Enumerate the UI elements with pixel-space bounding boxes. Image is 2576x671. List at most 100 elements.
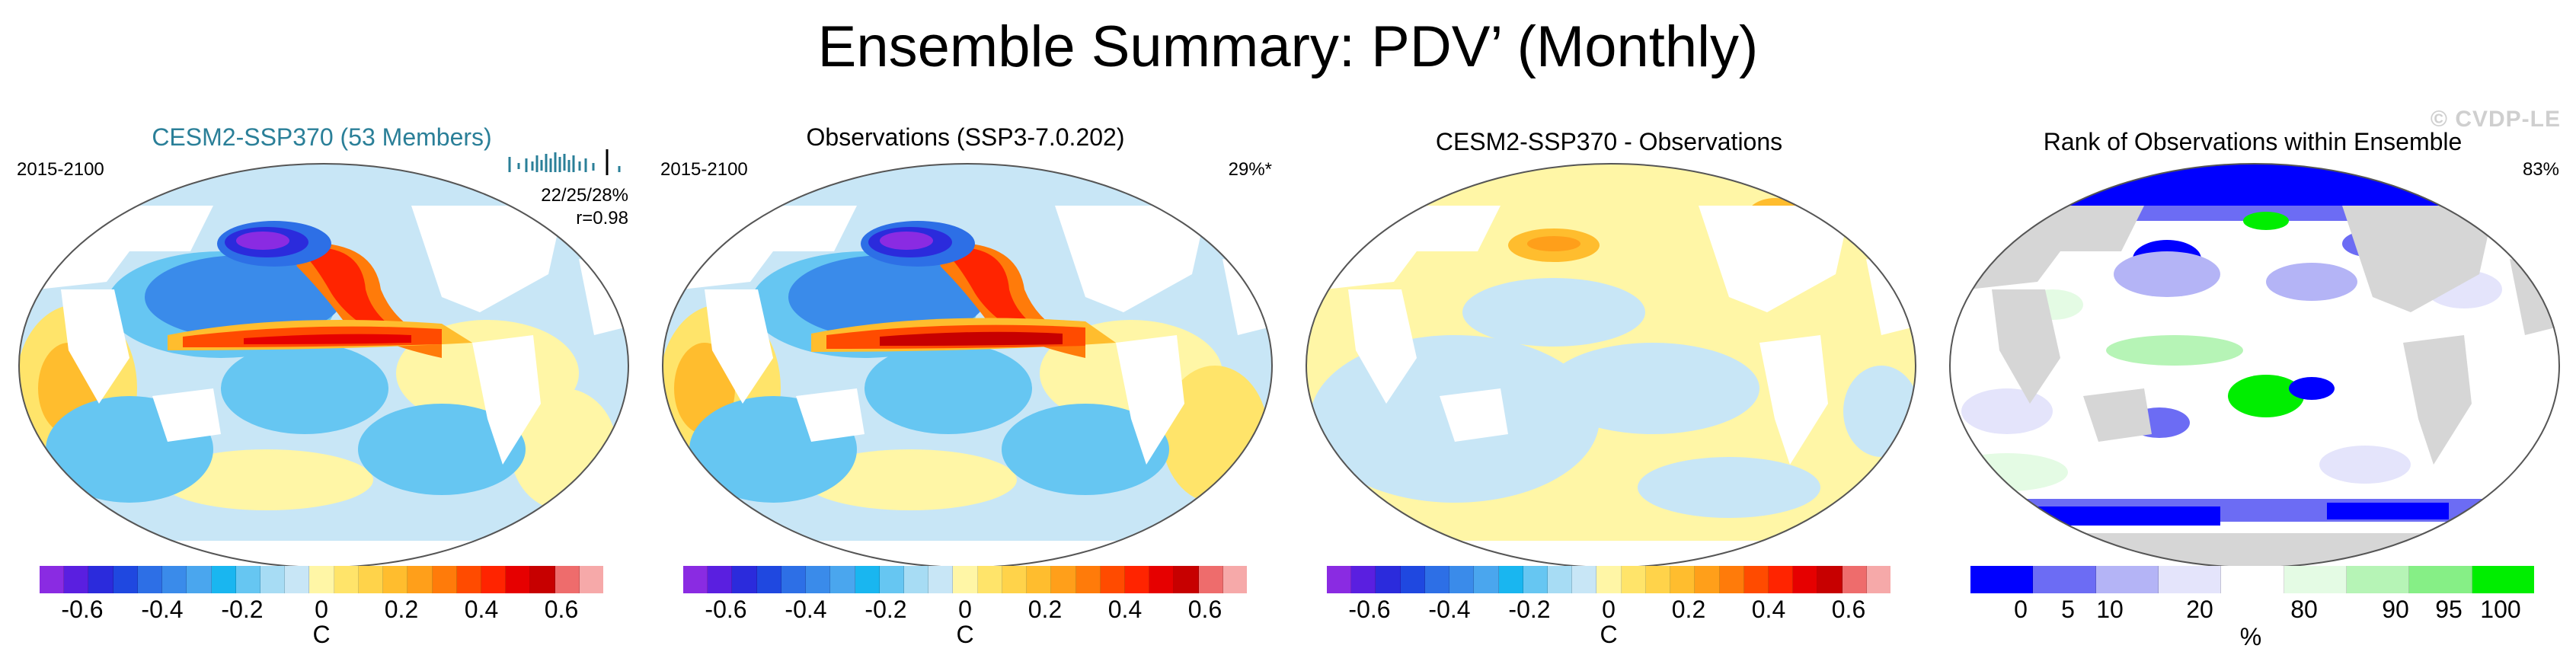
- colorbar-unit: C: [312, 621, 331, 648]
- colorbar-swatch: [1424, 566, 1450, 593]
- colorbar-swatch: [756, 566, 781, 593]
- colorbar-swatch: [1670, 566, 1695, 593]
- colorbar-swatch: [579, 566, 604, 593]
- colorbar-swatch: [1866, 566, 1891, 593]
- colorbar-swatch: [1842, 566, 1867, 593]
- colorbar-swatch: [1695, 566, 1720, 593]
- colorbar-swatch: [732, 566, 757, 593]
- member-distribution-strip: [508, 149, 621, 175]
- colorbar-swatch: [806, 566, 831, 593]
- panel-title: CESM2-SSP370 - Observations: [1435, 128, 1783, 155]
- colorbar-swatch: [1198, 566, 1223, 593]
- colorbar-swatch: [1449, 566, 1475, 593]
- colorbar-swatch: [1621, 566, 1646, 593]
- colorbar-swatch: [235, 566, 260, 593]
- colorbar-unit: %: [2239, 623, 2262, 650]
- tick-label: -0.2: [221, 596, 264, 623]
- tick-label: 0: [958, 596, 972, 623]
- tick-label: 80: [2290, 596, 2318, 623]
- period-label: 2015-2100: [660, 159, 748, 180]
- tick-label: -0.6: [1348, 596, 1391, 623]
- tick-label: -0.6: [705, 596, 747, 623]
- tick-label: 0.2: [1671, 596, 1706, 623]
- colorbar-unit: C: [956, 621, 974, 648]
- pattern-stats: 22/25/28%: [541, 185, 628, 206]
- colorbar-swatch: [977, 566, 1002, 593]
- colorbar-swatch: [555, 566, 580, 593]
- tick-label: -0.2: [865, 596, 907, 623]
- colorbar-swatch: [2221, 566, 2284, 593]
- colorbar-swatch: [2284, 566, 2347, 593]
- tick-label: -0.4: [1428, 596, 1471, 623]
- colorbar-swatch: [1027, 566, 1052, 593]
- tick-label: 100: [2480, 596, 2521, 623]
- panel-observations: Observations (SSP3-7.0.202) 2015-2100 29…: [644, 114, 1287, 671]
- colorbar-swatch: [2472, 566, 2534, 593]
- colorbar-swatch: [1222, 566, 1248, 593]
- tick-label: 95: [2435, 596, 2463, 623]
- colorbar-swatch: [1817, 566, 1843, 593]
- colorbar-swatch: [64, 566, 89, 593]
- panel-rank: Rank of Observations within Ensemble 83%: [1931, 114, 2574, 671]
- tick-label: 0.6: [1831, 596, 1866, 623]
- panel-difference: CESM2-SSP370 - Observations -0.6 -: [1287, 114, 1931, 671]
- tick-label: 0.2: [1028, 596, 1063, 623]
- colorbar-swatch: [2158, 566, 2222, 593]
- colorbar-swatch: [830, 566, 855, 593]
- tick-label: 0: [1602, 596, 1616, 623]
- colorbar-swatch: [162, 566, 187, 593]
- colorbar-swatch: [1327, 566, 1352, 593]
- colorbar-swatch: [506, 566, 531, 593]
- colorbar-swatch: [1002, 566, 1028, 593]
- colorbar-swatch: [211, 566, 236, 593]
- panel-model: CESM2-SSP370 (53 Members) 2015-2100 22/2…: [0, 114, 644, 671]
- tick-label: 0.2: [384, 596, 419, 623]
- colorbar-swatch: [855, 566, 880, 593]
- tick-label: 90: [2382, 596, 2409, 623]
- map-observations: [662, 163, 1273, 568]
- colorbar-swatch: [2095, 566, 2159, 593]
- colorbar-swatch: [137, 566, 163, 593]
- variance-label: 29%*: [1228, 159, 1272, 180]
- tick-label: 0.4: [464, 596, 499, 623]
- map-model: [18, 163, 629, 568]
- colorbar-swatch: [903, 566, 929, 593]
- colorbar-swatch: [928, 566, 954, 593]
- tick-label: 0: [315, 596, 328, 623]
- colorbar-swatch: [334, 566, 359, 593]
- page-title: Ensemble Summary: PDV’ (Monthly): [817, 14, 1759, 79]
- colorbar-swatch: [1100, 566, 1125, 593]
- colorbar-swatch: [1351, 566, 1376, 593]
- colorbar-swatch: [1498, 566, 1523, 593]
- colorbar-swatch: [1547, 566, 1573, 593]
- colorbar-swatch: [781, 566, 807, 593]
- tick-label: 0.6: [1187, 596, 1222, 623]
- panel-title: Observations (SSP3-7.0.202): [806, 123, 1125, 151]
- colorbar-swatch: [88, 566, 113, 593]
- colorbar: [1327, 566, 1891, 593]
- colorbar-swatch: [1051, 566, 1076, 593]
- period-label: 2015-2100: [17, 159, 104, 180]
- colorbar-swatch: [358, 566, 384, 593]
- colorbar-swatch: [481, 566, 507, 593]
- colorbar-swatch: [260, 566, 286, 593]
- tick-label: 5: [2061, 596, 2075, 623]
- tick-label: 10: [2096, 596, 2124, 623]
- colorbar: [40, 566, 604, 593]
- colorbar-swatch: [187, 566, 212, 593]
- colorbar-swatch: [456, 566, 481, 593]
- tick-label: -0.6: [61, 596, 104, 623]
- colorbar-swatch: [1075, 566, 1101, 593]
- colorbar-swatch: [1719, 566, 1744, 593]
- colorbar: [1970, 566, 2534, 593]
- tick-label: 0.4: [1751, 596, 1786, 623]
- tick-label: -0.4: [785, 596, 827, 623]
- colorbar-swatch: [2033, 566, 2096, 593]
- rank-summary: 83%: [2522, 159, 2559, 180]
- colorbar-swatch: [1572, 566, 1597, 593]
- colorbar-swatch: [383, 566, 408, 593]
- colorbar-swatch: [1645, 566, 1671, 593]
- colorbar-swatch: [1149, 566, 1175, 593]
- colorbar-swatch: [407, 566, 433, 593]
- tick-label: -0.2: [1508, 596, 1551, 623]
